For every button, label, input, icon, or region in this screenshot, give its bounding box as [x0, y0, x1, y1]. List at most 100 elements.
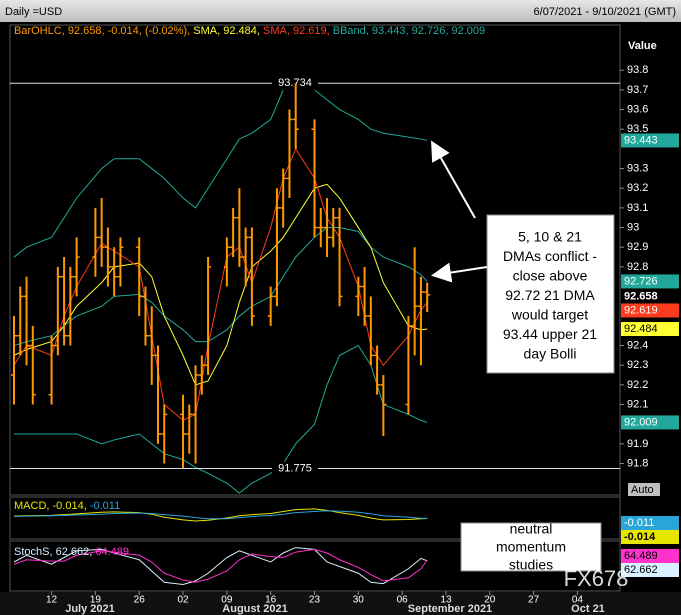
- ohlc-bar: [104, 227, 111, 287]
- ohlc-bar: [136, 237, 143, 317]
- legend-value: -0.014: [53, 500, 90, 512]
- value-box-label: 62.662: [624, 564, 658, 576]
- stoch-panel: [9, 540, 621, 592]
- ohlc-bar: [286, 109, 293, 199]
- ohlc-bar: [411, 247, 418, 356]
- x-tick-label: 04: [572, 595, 584, 606]
- x-tick-label: 13: [440, 595, 452, 606]
- legend-value: (-0.02%): [145, 25, 193, 37]
- ohlc-bar: [355, 276, 362, 317]
- y-tick-label: 93.7: [627, 84, 648, 96]
- ohlc-bar: [61, 257, 68, 346]
- ohlc-bar: [374, 345, 381, 395]
- y-tick-label: 92.2: [627, 379, 648, 391]
- value-box: [621, 530, 679, 544]
- value-box: [621, 289, 679, 304]
- ohlc-bar: [48, 335, 55, 405]
- bollinger-upper: [13, 79, 428, 258]
- header-bar: [0, 0, 681, 22]
- ohlc-bar: [23, 276, 30, 366]
- annotation-box: [460, 522, 602, 572]
- main-legend: BarOHLC92.658-0.014(-0.02%)SMA92.484SMA9…: [14, 25, 485, 37]
- legend-value: -0.014: [108, 25, 145, 37]
- month-label: July 2021: [65, 603, 115, 615]
- value-box-label: 92.726: [624, 275, 658, 287]
- legend-value: 62.662: [56, 546, 96, 558]
- annotation-box: [486, 214, 615, 374]
- value-box-label: 64.489: [624, 550, 658, 562]
- macd-line: [13, 508, 428, 522]
- month-label: Oct 21: [571, 603, 605, 615]
- x-tick-label: 20: [484, 595, 496, 606]
- ohlc-bar: [186, 404, 193, 454]
- ohlc-bar: [223, 237, 230, 287]
- date-axis: [0, 592, 681, 615]
- y-tick-label: 93.5: [627, 123, 648, 135]
- x-tick-label: 09: [221, 595, 233, 606]
- y-tick-label: 93.3: [627, 162, 648, 174]
- ohlc-bar: [405, 316, 412, 415]
- y-tick-label: 91.9: [627, 438, 648, 450]
- x-tick-label: 23: [309, 595, 321, 606]
- stoch-line: [13, 547, 428, 586]
- value-box-label: 92.619: [624, 304, 658, 316]
- y-tick-label: 92.3: [627, 359, 648, 371]
- annotation-text: 92.72 21 DMA: [505, 287, 595, 303]
- y-tick-label: 92.1: [627, 398, 648, 410]
- ohlc-bar: [148, 306, 155, 385]
- ohlc-bar: [273, 188, 280, 307]
- annotation-text: DMAs conflict -: [503, 248, 597, 264]
- annotation-text: 93.44 upper 21: [503, 326, 597, 342]
- x-tick-label: 06: [397, 595, 409, 606]
- ohlc-bar: [280, 168, 287, 228]
- ohlc-bar: [417, 276, 424, 366]
- y-tick-label: 93: [627, 221, 639, 233]
- ohlc-bar: [142, 286, 149, 346]
- annotation-text: momentum: [496, 539, 566, 555]
- ohlc-bar: [192, 365, 199, 464]
- ohlc-bar: [380, 375, 387, 437]
- legend-value: 64.489: [95, 546, 130, 558]
- extreme-label-bg: [272, 461, 318, 476]
- bollinger-lower: [14, 344, 428, 494]
- ohlc-bar: [29, 325, 36, 405]
- auto-button-label[interactable]: Auto: [631, 484, 654, 496]
- legend-item: BBand: [333, 25, 372, 37]
- extreme-label: 93.734: [278, 77, 312, 89]
- legend-item: SMA: [263, 25, 293, 37]
- legend-value: 93.443: [372, 25, 412, 37]
- annotation-text: close above: [513, 268, 588, 284]
- watermark: FX678: [564, 566, 629, 591]
- ohlc-bar: [311, 119, 318, 238]
- y-tick-label: 92.4: [627, 339, 648, 351]
- x-tick-label: 26: [134, 595, 146, 606]
- macd-legend: MACD-0.014-0.011: [14, 500, 120, 512]
- legend-value: 92.619: [293, 25, 333, 37]
- value-box: [621, 563, 679, 577]
- stoch-line: [13, 548, 428, 583]
- x-tick-label: 30: [353, 595, 365, 606]
- legend-value: 92.726: [412, 25, 452, 37]
- macd-line: [13, 510, 428, 520]
- arrow: [431, 262, 488, 283]
- arrow: [431, 140, 476, 219]
- ohlc-bar: [230, 207, 237, 258]
- ohlc-bar: [117, 237, 124, 287]
- ohlc-bar: [154, 345, 161, 444]
- auto-button[interactable]: [628, 483, 660, 496]
- ohlc-bar: [317, 207, 324, 248]
- month-label: September 2021: [408, 603, 492, 615]
- ohlc-bar: [424, 282, 431, 313]
- ohlc-bar: [236, 188, 243, 267]
- legend-value: 92.009: [451, 25, 486, 37]
- y-tick-label: 91.8: [627, 457, 648, 469]
- macd-panel: [9, 496, 621, 540]
- stoch-legend: StochS62.66264.489: [14, 546, 129, 558]
- x-tick-label: 19: [90, 595, 102, 606]
- x-tick-label: 16: [265, 595, 277, 606]
- y-tick-label: 93.1: [627, 202, 648, 214]
- value-box-label: 92.009: [624, 416, 658, 428]
- value-box-label: 93.443: [624, 134, 658, 146]
- ohlc-bar: [242, 227, 249, 287]
